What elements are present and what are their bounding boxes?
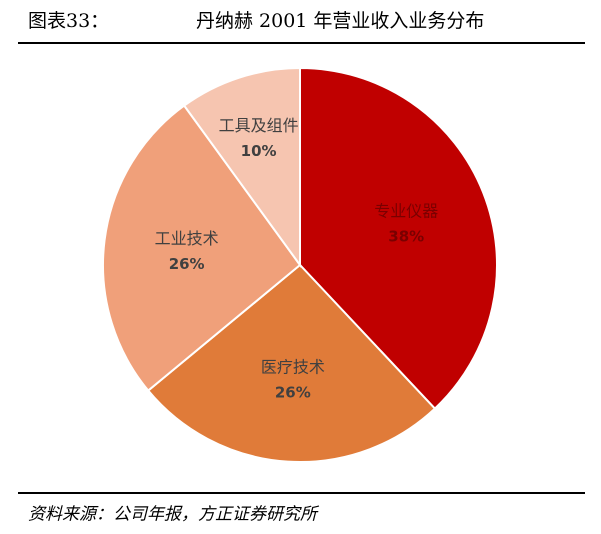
pie-slice (102, 104, 302, 392)
source-note: 资料来源：公司年报，方正证券研究所 (28, 505, 320, 525)
slice-label: 医疗技术 (261, 358, 325, 377)
slice-value-label: 10% (241, 142, 277, 160)
slice-value-label: 38% (388, 227, 424, 245)
figure-label: 图表33： (28, 10, 109, 32)
pie-slice (146, 263, 437, 463)
pie: 专业仪器 38% 医疗技术 26% 工业技术 26% 工具及组件 10% (102, 66, 498, 463)
slice-value-label: 26% (169, 255, 205, 273)
chart-title: 丹纳赫 2001 年营业收入业务分布 (196, 10, 484, 32)
slice-label: 专业仪器 (374, 201, 438, 220)
slice-label: 工具及组件 (219, 116, 299, 135)
slice-value-label: 26% (275, 384, 311, 402)
pie-slice (182, 66, 301, 269)
pie-slice (299, 66, 498, 411)
slice-label: 工业技术 (155, 229, 219, 248)
